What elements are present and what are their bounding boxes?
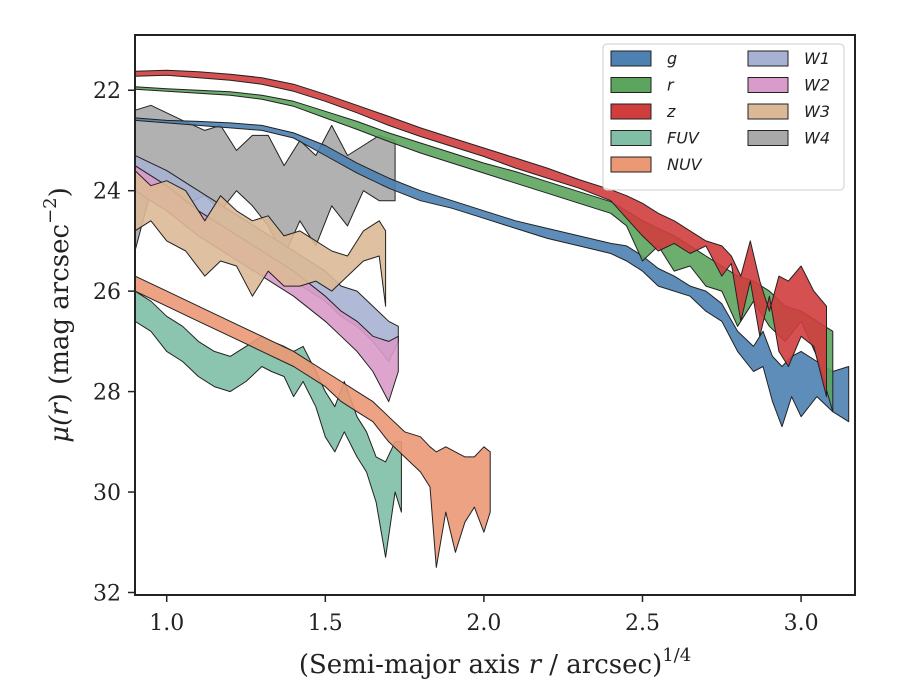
legend-label-w3: W3: [804, 102, 830, 121]
legend: grz FUV NUV W1 W2 W3 W4: [602, 43, 845, 191]
legend-label-fuv: FUV: [667, 129, 700, 148]
legend-label-w2: W2: [804, 76, 830, 95]
legend-swatch-w3: [747, 103, 789, 120]
legend-label-nuv: NUV: [667, 155, 703, 174]
x-axis-label: (Semi-major axis r / arcsec)1/4: [299, 645, 691, 680]
y-tick-label: 30: [93, 481, 121, 506]
legend-swatch-nuv: [610, 156, 652, 173]
legend-label-r: r: [667, 76, 675, 95]
series-band-w3: [135, 170, 387, 307]
x-tick-label: 1.5: [308, 611, 343, 636]
legend-swatch-r: [610, 77, 652, 93]
legend-swatch-fuv: [610, 130, 652, 146]
legend-label-w1: W1: [804, 49, 830, 68]
y-tick-label: 28: [93, 381, 121, 406]
series-layer: [135, 69, 850, 568]
legend-swatch-w2: [747, 77, 789, 93]
legend-swatch-w4: [747, 130, 789, 146]
series-band-g: [135, 117, 850, 428]
plot-frame: [134, 34, 856, 596]
x-tick-label: 1.0: [149, 611, 184, 636]
y-tick-label: 26: [93, 280, 121, 305]
x-tick-label: 3.0: [784, 611, 819, 636]
legend-swatch-g: [610, 50, 652, 67]
x-tick-label: 2.5: [625, 611, 660, 636]
legend-label-g: g: [667, 49, 677, 68]
legend-label-w4: W4: [804, 129, 830, 148]
series-band-nuv: [135, 275, 491, 568]
legend-swatch-w1: [747, 50, 789, 67]
series-band-z: [135, 69, 827, 398]
y-tick-label: 24: [93, 180, 121, 205]
x-axis: 1.0 1.5 2.0 2.5 3.0: [149, 595, 819, 636]
legend-label-z: z: [666, 102, 676, 121]
y-axis: 22 24 26 28 30 32: [93, 79, 135, 606]
legend-swatch-z: [610, 103, 652, 120]
y-tick-label: 32: [93, 581, 121, 606]
y-tick-label: 22: [93, 79, 121, 104]
y-axis-label: μ(r) (mag arcsec−2): [40, 187, 75, 443]
x-tick-label: 2.0: [466, 611, 501, 636]
